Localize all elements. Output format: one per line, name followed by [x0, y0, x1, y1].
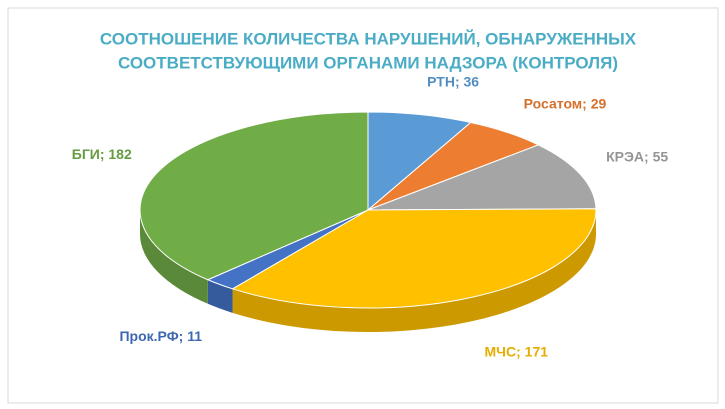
pie-slice	[367, 111, 472, 212]
pie-slice	[231, 208, 597, 309]
pie-slice-side	[140, 210, 208, 304]
pie-slice-side	[207, 279, 233, 313]
chart-title: СООТНОШЕНИЕ КОЛИЧЕСТВА НАРУШЕНИЙ, ОБНАРУ…	[100, 29, 637, 48]
data-label: Прок.РФ; 11	[119, 328, 202, 344]
pie-slice	[139, 111, 369, 281]
chart-title: СООТВЕТСТВУЮЩИМИ ОРГАНАМИ НАДЗОРА (КОНТР…	[118, 53, 618, 72]
data-label: МЧС; 171	[485, 344, 549, 360]
pie-slice-side	[232, 210, 596, 332]
data-label: КРЭА; 55	[606, 148, 668, 164]
data-label: БГИ; 182	[72, 146, 132, 162]
pie-slice	[367, 144, 597, 211]
data-label: Росатом; 29	[524, 96, 607, 112]
data-label: РТН; 36	[427, 74, 479, 90]
